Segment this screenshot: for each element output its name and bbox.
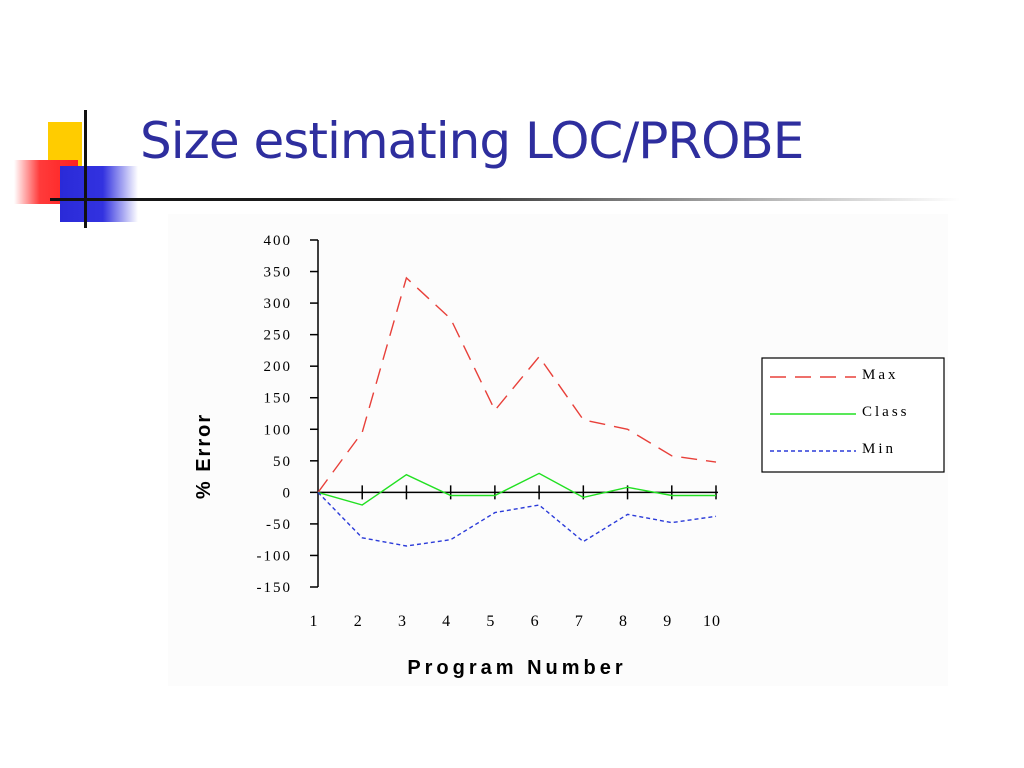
y-tick-label: 50 (273, 454, 292, 470)
x-tick-label: 7 (575, 613, 584, 630)
series-line-class (317, 472, 716, 506)
y-tick-label: -50 (266, 517, 292, 533)
y-tick-label: 400 (264, 233, 293, 249)
x-tick-label: 1 (310, 613, 319, 630)
y-tick-label: 0 (283, 485, 293, 501)
y-tick-label: 250 (264, 328, 293, 344)
legend-label-class: Class (862, 404, 910, 420)
x-tick-label: 10 (703, 613, 721, 630)
logo-blue-square (60, 166, 138, 222)
logo-vertical-line (84, 110, 87, 228)
title-underline (50, 198, 960, 201)
legend-label-max: Max (862, 367, 899, 383)
legend-box (761, 357, 945, 473)
y-tick-label: -100 (257, 548, 293, 564)
series-line-min (317, 491, 717, 547)
x-tick-label: 6 (531, 613, 540, 630)
y-tick-label: 350 (264, 265, 293, 281)
x-tick-label: 3 (398, 613, 407, 630)
x-tick-label: 2 (354, 613, 363, 630)
x-tick-label: 5 (486, 613, 495, 630)
x-tick-label: 9 (663, 613, 672, 630)
y-axis-label: % Error (193, 413, 215, 499)
y-tick-label: 300 (264, 296, 293, 312)
series-line-max (317, 276, 717, 493)
chart-container: % Error Program Number 400 350 300 250 200 15… (168, 214, 948, 686)
x-tick-label: 8 (619, 613, 628, 630)
y-tick-label: -150 (257, 580, 293, 596)
y-tick-label: 100 (264, 422, 293, 438)
line-chart: % Error Program Number 40035030025020015… (168, 214, 948, 686)
legend-label-min: Min (862, 441, 896, 457)
y-tick-label: 150 (264, 391, 293, 407)
slide-title: Size estimating LOC/PROBE (140, 112, 804, 170)
y-tick-label: 200 (264, 359, 293, 375)
x-axis-label: Program Number (407, 657, 626, 679)
x-tick-label: 4 (442, 613, 451, 630)
